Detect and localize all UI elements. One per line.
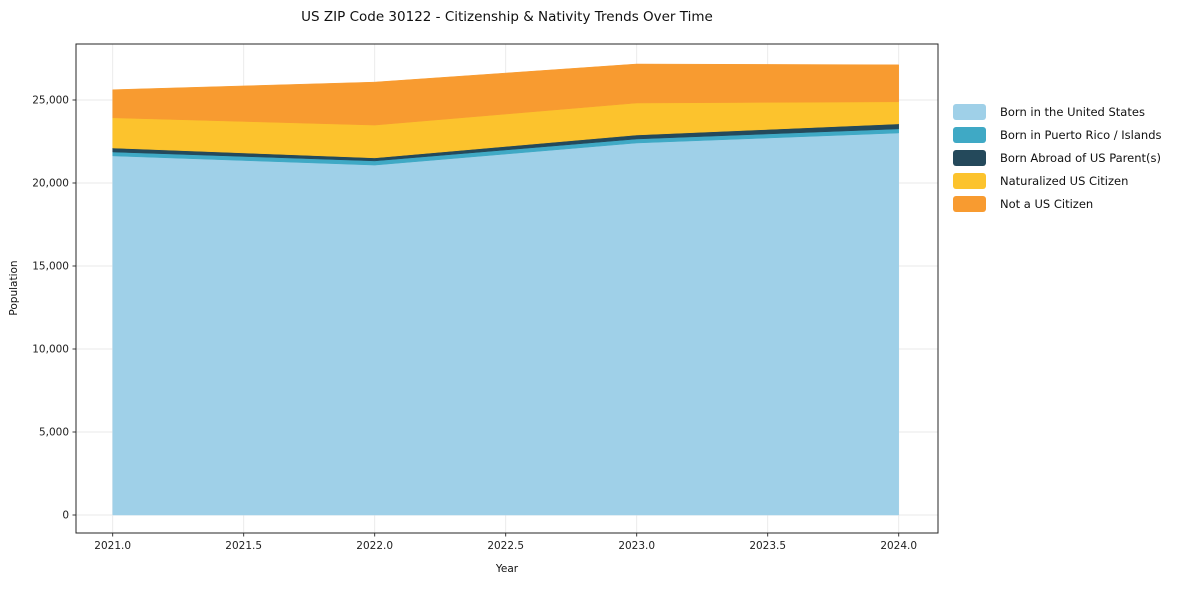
y-tick-label: 5,000 (39, 427, 69, 439)
legend-swatch-born-in-us (953, 103, 986, 120)
y-tick-label: 20,000 (32, 177, 69, 189)
y-tick-label: 0 (62, 510, 69, 522)
legend-label: Born in the United States (1000, 104, 1145, 119)
legend-swatch-born-abroad (953, 149, 986, 166)
legend-label: Born in Puerto Rico / Islands (1000, 127, 1162, 142)
legend-label: Naturalized US Citizen (1000, 173, 1129, 188)
axis-ticks (72, 99, 900, 537)
x-tick-label: 2022.0 (356, 540, 393, 552)
legend-swatch-not-citizen (953, 195, 986, 212)
legend-item-born-abroad: Born Abroad of US Parent(s) (953, 146, 1162, 169)
y-tick-label: 15,000 (32, 260, 69, 272)
x-tick-label: 2022.5 (487, 540, 524, 552)
area-born-in-us (112, 132, 899, 516)
legend-swatch-naturalized (953, 172, 986, 189)
legend-label: Born Abroad of US Parent(s) (1000, 150, 1161, 165)
legend-item-naturalized: Naturalized US Citizen (953, 169, 1162, 192)
legend: Born in the United States Born in Puerto … (953, 100, 1162, 215)
x-axis-label: Year (495, 563, 519, 575)
area-series (112, 63, 899, 516)
y-tick-label: 25,000 (32, 94, 69, 106)
legend-item-born-in-us: Born in the United States (953, 100, 1162, 123)
axis-tick-labels: 2021.0 2021.5 2022.0 2022.5 2023.0 2023.5 2024… (32, 94, 917, 552)
y-tick-label: 10,000 (32, 344, 69, 356)
chart-title: US ZIP Code 30122 - Citizenship & Nativi… (301, 9, 713, 25)
legend-label: Not a US Citizen (1000, 196, 1094, 211)
x-tick-label: 2021.0 (94, 540, 131, 552)
legend-item-born-pr-islands: Born in Puerto Rico / Islands (953, 123, 1162, 146)
x-tick-label: 2021.5 (225, 540, 262, 552)
x-tick-label: 2023.0 (618, 540, 655, 552)
area-not-citizen (112, 63, 899, 126)
y-axis-label: Population (8, 260, 20, 316)
legend-item-not-citizen: Not a US Citizen (953, 192, 1162, 215)
plot-border (75, 43, 939, 534)
x-tick-label: 2023.5 (749, 540, 786, 552)
x-tick-label: 2024.0 (880, 540, 917, 552)
legend-swatch-born-pr-islands (953, 126, 986, 143)
